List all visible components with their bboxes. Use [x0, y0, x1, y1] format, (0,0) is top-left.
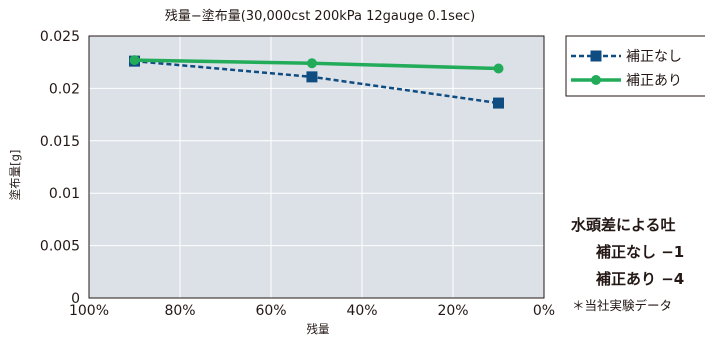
y-axis-label: 塗布量[g]	[8, 150, 22, 201]
legend-marker	[591, 75, 601, 85]
y-tick-label: 0.02	[49, 81, 80, 97]
y-tick-label: 0	[71, 291, 80, 307]
legend-marker	[590, 50, 602, 62]
note-line-uncorrected: 補正なし −1	[595, 243, 684, 261]
x-tick-label: 60%	[255, 303, 286, 319]
note-line-corrected: 補正あり −4	[595, 270, 684, 288]
grid-lines	[89, 36, 544, 298]
legend-label: 補正なし	[626, 49, 682, 65]
x-axis-ticks: 100% 80% 60% 40% 20% 0%	[69, 303, 555, 319]
legend-label: 補正あり	[626, 73, 682, 89]
chart-title: 残量−塗布量(30,000cst 200kPa 12gauge 0.1sec)	[165, 8, 475, 24]
y-axis-ticks: 0 0.005 0.01 0.015 0.02 0.025	[40, 29, 80, 307]
x-tick-label: 40%	[346, 303, 377, 319]
note-heading: 水頭差による吐	[571, 216, 676, 234]
data-point	[493, 97, 504, 109]
y-tick-label: 0.025	[40, 29, 80, 45]
note-block: 水頭差による吐 補正なし −1 補正あり −4 ＊当社実験データ	[571, 216, 684, 313]
series-layer	[129, 55, 504, 109]
plot-frame	[88, 35, 545, 299]
x-axis-label: 残量	[307, 322, 330, 336]
x-tick-label: 80%	[164, 303, 195, 319]
x-tick-label: 0%	[533, 303, 555, 319]
data-point	[306, 58, 317, 69]
data-point	[129, 55, 140, 66]
legend-box	[565, 35, 705, 97]
x-tick-label: 100%	[69, 303, 109, 319]
y-tick-label: 0.005	[40, 239, 80, 255]
note-footnote: ＊当社実験データ	[572, 298, 672, 313]
y-tick-label: 0.015	[40, 134, 80, 150]
x-tick-label: 20%	[437, 303, 468, 319]
data-point	[306, 71, 318, 83]
y-tick-label: 0.01	[49, 186, 80, 202]
data-point	[493, 63, 504, 74]
